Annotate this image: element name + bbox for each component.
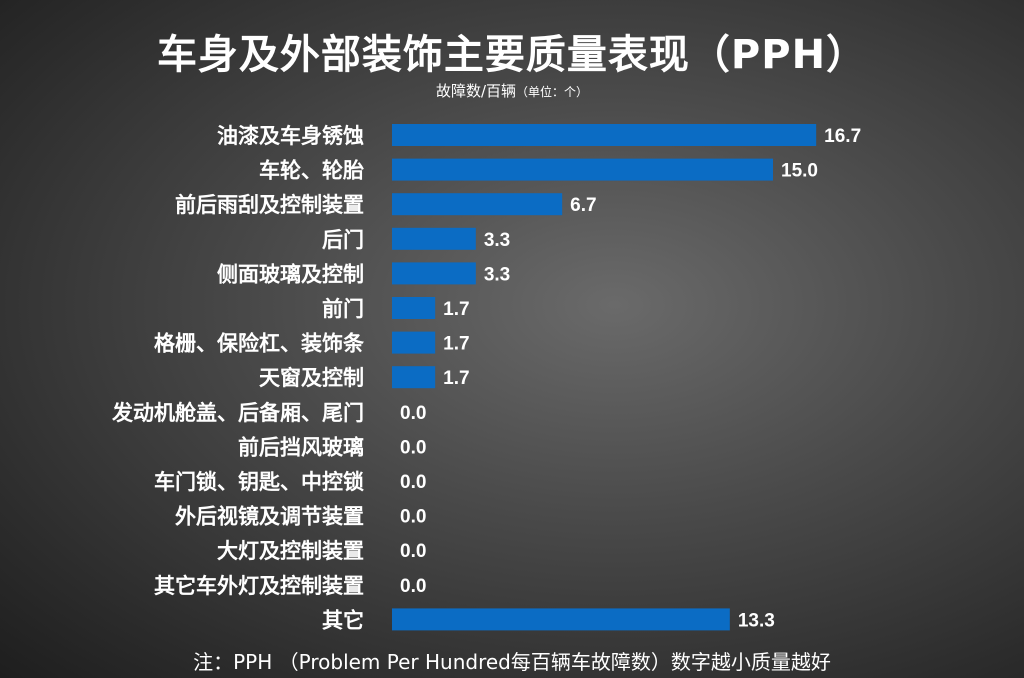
chart-subtitle: 故障数/百辆（单位：个） xyxy=(0,80,1024,101)
category-label: 发动机舱盖、后备厢、尾门 xyxy=(111,401,364,425)
value-label: 1.7 xyxy=(443,334,469,355)
category-label: 侧面玻璃及控制 xyxy=(217,262,364,286)
value-label: 0.0 xyxy=(400,576,426,597)
bar xyxy=(392,366,436,389)
category-label: 格栅、保险杠、装饰条 xyxy=(154,332,365,356)
bar xyxy=(392,608,730,631)
value-label: 0.0 xyxy=(400,472,426,493)
bar xyxy=(392,297,436,319)
value-label: 3.3 xyxy=(484,230,510,251)
category-label: 其它 xyxy=(322,608,364,632)
value-label: 16.7 xyxy=(824,126,861,147)
bar xyxy=(392,262,476,285)
bar xyxy=(392,227,476,250)
category-label: 前后雨刮及控制装置 xyxy=(175,193,364,217)
value-label: 0.0 xyxy=(400,437,426,458)
footnote: 注：PPH （Problem Per Hundred每百辆车故障数）数字越小质量… xyxy=(193,650,831,674)
category-label: 前门 xyxy=(322,297,364,321)
value-label: 0.0 xyxy=(400,403,426,424)
value-label: 15.0 xyxy=(781,161,818,182)
category-label: 车门锁、钥匙、中控锁 xyxy=(154,470,364,494)
bar xyxy=(392,124,817,146)
category-label: 油漆及车身锈蚀 xyxy=(217,124,364,148)
subtitle-unit: （单位：个） xyxy=(516,85,589,99)
value-label: 0.0 xyxy=(400,541,426,562)
value-label: 1.7 xyxy=(443,299,469,320)
subtitle-main: 故障数/百辆 xyxy=(435,82,517,100)
value-label: 0.0 xyxy=(400,507,426,528)
value-label: 3.3 xyxy=(484,264,510,285)
chart-title: 车身及外部装饰主要质量表现（PPH） xyxy=(156,32,868,78)
category-label: 前后挡风玻璃 xyxy=(238,435,364,459)
category-label: 大灯及控制装置 xyxy=(217,539,364,563)
bar xyxy=(392,193,563,216)
bar xyxy=(392,331,436,354)
category-label: 车轮、轮胎 xyxy=(259,159,364,183)
category-label: 后门 xyxy=(322,228,364,252)
bar xyxy=(392,158,773,181)
value-label: 1.7 xyxy=(443,368,469,389)
category-label: 其它车外灯及控制装置 xyxy=(154,574,364,598)
category-label: 天窗及控制 xyxy=(259,366,364,390)
value-label: 6.7 xyxy=(570,195,596,216)
value-label: 13.3 xyxy=(738,610,775,631)
category-label: 外后视镜及调节装置 xyxy=(175,505,364,529)
